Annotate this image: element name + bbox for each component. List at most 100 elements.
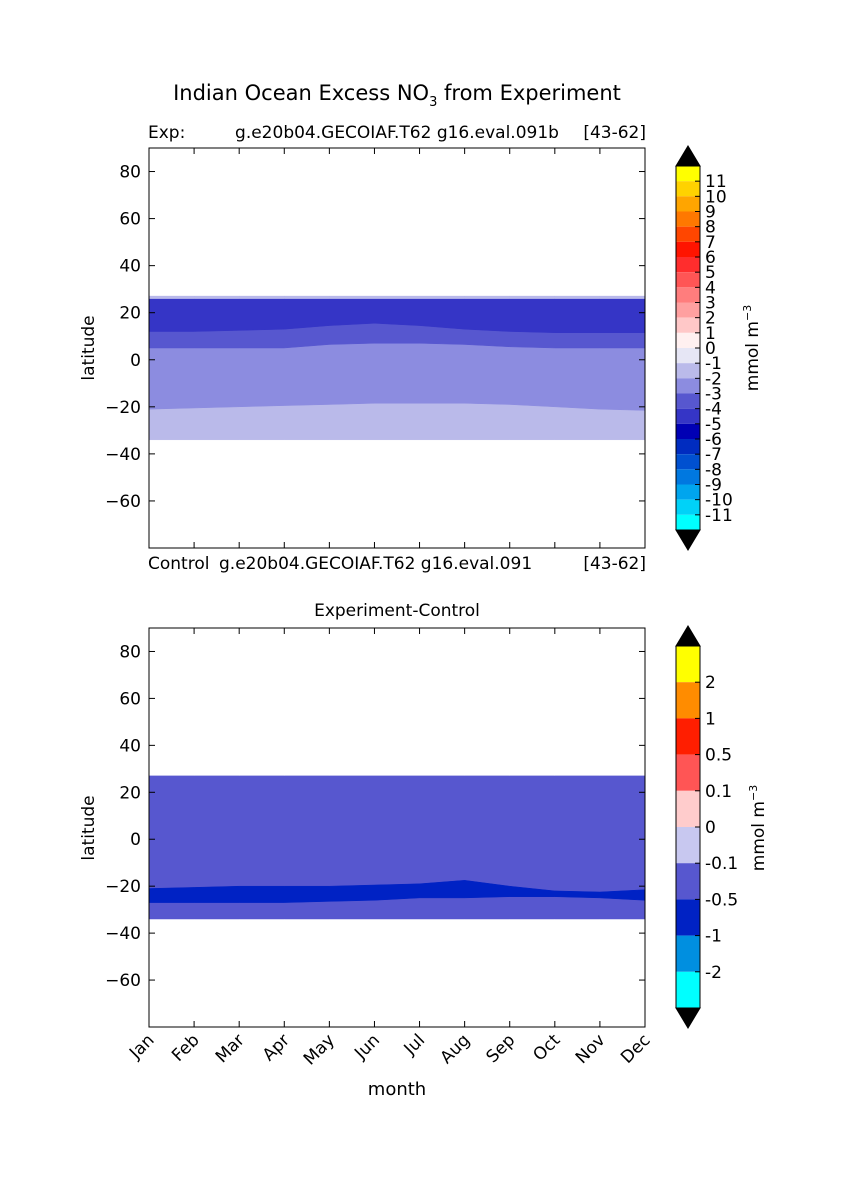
colorbar-level-label: 10 xyxy=(705,187,727,207)
figure-title: Indian Ocean Excess NO3 from Experiment xyxy=(173,81,621,110)
colorbar-swatch xyxy=(676,484,700,500)
colorbar-level-label: -4 xyxy=(705,400,722,420)
top-panel: Exp: g.e20b04.GECOIAF.T62 g16.eval.091b … xyxy=(79,123,763,551)
colorbar-swatch xyxy=(676,317,700,333)
colorbar-level-label: 11 xyxy=(705,172,727,192)
colorbar-swatch xyxy=(676,514,700,530)
colorbar-over-arrow xyxy=(675,145,701,167)
bottom-y-ticks: 80 60 40 20 0 −20 −40 −60 xyxy=(105,642,645,991)
y-tick-label: −20 xyxy=(105,877,141,897)
colorbar-swatch xyxy=(676,423,700,439)
colorbar-under-arrow xyxy=(675,1007,701,1029)
colorbar-swatch xyxy=(676,287,700,303)
colorbar-level-label: -5 xyxy=(705,415,722,435)
colorbar-level-label: 6 xyxy=(705,248,716,268)
month-label: Jan xyxy=(125,1030,158,1063)
y-tick-label: 20 xyxy=(119,783,141,803)
top-y-ticks: 80 60 40 20 0 −20 −40 −60 xyxy=(105,163,645,512)
colorbar-level-label: -6 xyxy=(705,430,722,450)
colorbar-level-label: 1 xyxy=(705,709,716,729)
month-label: Apr xyxy=(259,1030,294,1065)
colorbar-swatch xyxy=(676,378,700,394)
top-y-axis-label: latitude xyxy=(79,315,99,380)
y-tick-label: 80 xyxy=(119,642,141,662)
colorbar-level-label: -2 xyxy=(705,369,722,389)
colorbar-swatch xyxy=(676,363,700,379)
colorbar-swatch xyxy=(676,899,700,936)
bottom-plot-frame xyxy=(148,627,646,1028)
y-tick-label: 60 xyxy=(119,689,141,709)
contour-region-top-edge xyxy=(148,295,646,299)
colorbar-swatch xyxy=(676,454,700,470)
colorbar-over-arrow xyxy=(675,625,701,647)
colorbar-swatch xyxy=(676,241,700,257)
colorbar-level-label: 7 xyxy=(705,233,716,253)
colorbar-level-label: 2 xyxy=(705,309,716,329)
y-tick-label: 40 xyxy=(119,257,141,277)
month-label: Oct xyxy=(529,1030,564,1065)
month-label: Jul xyxy=(400,1030,429,1059)
bottom-colorbar-label: mmol m−3 xyxy=(747,785,769,871)
bottom-x-axis-label: month xyxy=(368,1079,426,1100)
colorbar-swatch xyxy=(676,682,700,719)
colorbar-swatch xyxy=(676,646,700,683)
colorbar-swatch xyxy=(676,332,700,348)
bottom-y-axis-label: latitude xyxy=(79,795,99,860)
control-title-center: g.e20b04.GECOIAF.T62 g16.eval.091 xyxy=(219,554,532,574)
y-tick-label: 0 xyxy=(130,351,141,371)
colorbar-swatch xyxy=(676,754,700,791)
colorbar-level-label: -9 xyxy=(705,476,722,496)
colorbar-level-label: 2 xyxy=(705,673,716,693)
y-tick-label: 20 xyxy=(119,304,141,324)
colorbar-level-label: 5 xyxy=(705,263,716,283)
colorbar-swatch xyxy=(676,211,700,227)
month-label: Dec xyxy=(617,1030,654,1067)
top-plot-frame xyxy=(148,147,646,549)
colorbar-swatch xyxy=(676,827,700,864)
month-label: Aug xyxy=(437,1030,475,1068)
colorbar-level-label: -3 xyxy=(705,385,722,405)
colorbar-swatch xyxy=(676,935,700,972)
colorbar-level-label: 1 xyxy=(705,324,716,344)
month-label: Feb xyxy=(168,1030,203,1065)
y-tick-label: −40 xyxy=(105,924,141,944)
colorbar-swatch xyxy=(676,226,700,242)
colorbar-level-label: -8 xyxy=(705,460,722,480)
colorbar-swatch xyxy=(676,348,700,364)
colorbar-level-label: 4 xyxy=(705,278,716,298)
y-tick-label: −40 xyxy=(105,445,141,465)
month-label: Nov xyxy=(572,1030,610,1068)
colorbar-swatch xyxy=(676,272,700,288)
colorbar-level-label: -2 xyxy=(705,963,722,983)
colorbar-level-label: 9 xyxy=(705,203,716,223)
colorbar-level-label: -1 xyxy=(705,354,722,374)
colorbar-level-label: -10 xyxy=(705,491,733,511)
colorbar-swatch xyxy=(676,257,700,273)
top-title-center: g.e20b04.GECOIAF.T62 g16.eval.091b xyxy=(235,123,559,143)
colorbar-level-label: 0.1 xyxy=(705,782,732,802)
y-tick-label: 60 xyxy=(119,210,141,230)
colorbar-swatch xyxy=(676,718,700,755)
bottom-panel: Control g.e20b04.GECOIAF.T62 g16.eval.09… xyxy=(79,554,769,1100)
colorbar-level-label: -0.1 xyxy=(705,854,738,874)
colorbar-swatch xyxy=(676,790,700,827)
colorbar-swatch xyxy=(676,863,700,900)
colorbar-level-label: -7 xyxy=(705,445,722,465)
month-label: Sep xyxy=(482,1030,519,1067)
y-tick-label: −60 xyxy=(105,492,141,512)
colorbar-swatch xyxy=(676,439,700,455)
control-title-left: Control xyxy=(148,554,209,574)
top-colorbar-label: mmol m−3 xyxy=(741,305,763,391)
colorbar-swatch xyxy=(676,499,700,515)
y-tick-label: −60 xyxy=(105,971,141,991)
colorbar-swatch xyxy=(676,302,700,318)
colorbar-swatch xyxy=(676,393,700,409)
y-tick-label: 80 xyxy=(119,163,141,183)
month-label: Jun xyxy=(350,1030,384,1064)
colorbar-level-label: 0.5 xyxy=(705,746,732,766)
contour-region-lower-band xyxy=(148,403,646,441)
month-label: Mar xyxy=(212,1030,249,1067)
control-title-right: [43-62] xyxy=(583,554,646,574)
colorbar-level-label: -0.5 xyxy=(705,890,738,910)
